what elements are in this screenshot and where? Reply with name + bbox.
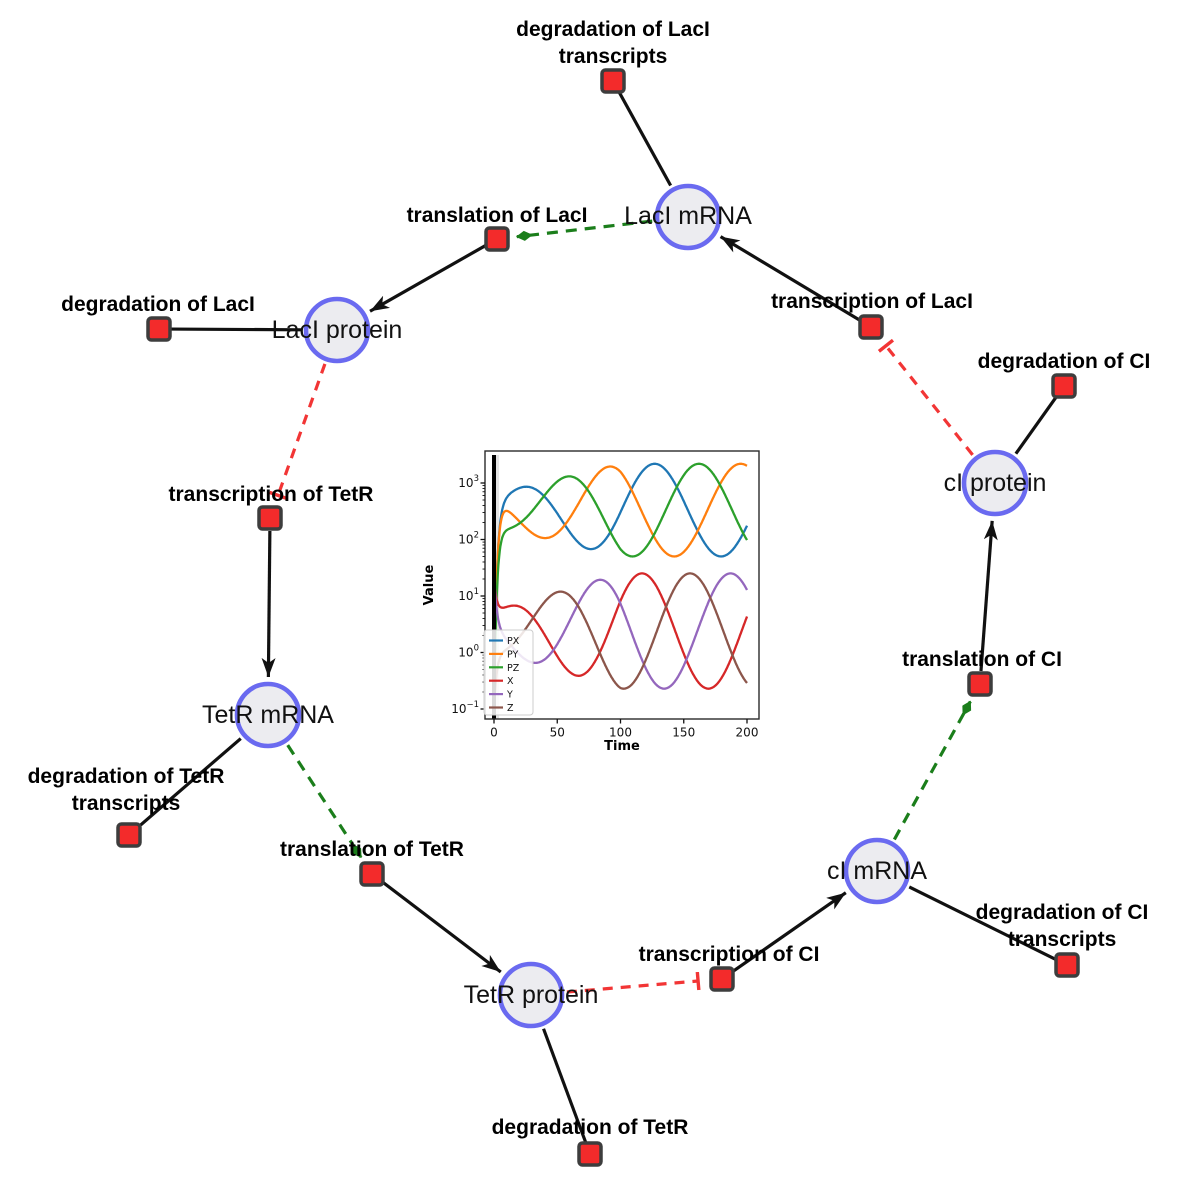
plot-y-tick-label: 10−1	[451, 700, 479, 716]
reaction-node-deg-ci-tx	[1054, 952, 1080, 978]
reaction-label-tx-ci: transcription of CI	[639, 943, 820, 966]
plot-series-X	[492, 572, 749, 690]
reaction-label-deg-tetr-tx: transcripts	[72, 792, 181, 815]
legend-label-PZ: PZ	[507, 663, 520, 674]
node-layer	[116, 68, 1080, 1167]
edge-tetr-mrna-transl-tetr	[286, 744, 363, 859]
species-label-tetr-protein: TetR protein	[464, 981, 599, 1009]
reaction-label-deg-tetr: degradation of TetR	[492, 1116, 689, 1139]
species-label-tetr-mrna: TetR mRNA	[202, 701, 334, 729]
reaction-node-tx-ci	[709, 966, 735, 992]
reaction-node-transl-laci	[484, 226, 510, 252]
species-node-tetr-protein	[497, 961, 565, 1029]
reaction-node-deg-tetr-tx	[116, 822, 142, 848]
edge-tetr-protein-tx-ci	[566, 971, 701, 994]
plot-x-tick-label: 50	[550, 726, 565, 740]
reaction-node-transl-tetr	[359, 861, 385, 887]
plot-ylabel: Value	[422, 564, 437, 605]
reaction-label-deg-laci-tx: transcripts	[559, 45, 668, 68]
edge-ci-mrna-transl-ci	[892, 700, 972, 841]
edge-transl-ci-ci-protein	[979, 520, 998, 672]
label-layer: LacI mRNA LacI protein TetR mRNA TetR prote…	[28, 18, 1151, 1139]
edge-ci-protein-tx-laci	[877, 338, 974, 456]
reaction-node-tx-laci	[858, 314, 884, 340]
species-node-laci-protein	[303, 296, 371, 364]
reaction-label-deg-tetr-tx: degradation of TetR	[28, 765, 225, 788]
reaction-label-tx-laci: transcription of LacI	[771, 290, 973, 313]
plot-frame	[484, 450, 760, 720]
plot-x-tick-label: 150	[672, 726, 695, 740]
reaction-label-transl-laci: translation of LacI	[407, 204, 588, 227]
reaction-node-transl-ci	[967, 671, 993, 697]
edge-tx-tetr-tetr-mrna	[261, 530, 276, 678]
species-node-laci-mrna	[654, 183, 722, 251]
reaction-label-transl-ci: translation of CI	[902, 648, 1062, 671]
edge-laci-protein-tx-tetr	[269, 363, 327, 501]
plot-x-tick-label: 200	[736, 726, 759, 740]
edge-tetr-protein-deg-tetr	[542, 1028, 588, 1144]
species-node-ci-protein	[961, 449, 1029, 517]
edge-transl-laci-laci-protein	[369, 244, 487, 313]
species-label-laci-mrna: LacI mRNA	[624, 202, 752, 230]
plot-xlabel: Time	[604, 739, 640, 754]
plot-series-PX	[492, 462, 749, 710]
edge-layer	[137, 90, 1059, 1144]
plot-y-tick-label: 103	[458, 474, 479, 490]
reaction-label-deg-laci-tx: degradation of LacI	[516, 18, 710, 41]
edge-tx-ci-ci-mrna	[731, 891, 847, 973]
edge-tx-laci-laci-mrna	[719, 235, 861, 322]
plot-x-tick-label: 100	[609, 726, 632, 740]
edge-laci-protein-deg-laci	[170, 327, 302, 332]
edge-laci-mrna-deg-laci-tx	[617, 90, 673, 187]
reaction-node-deg-ci	[1051, 373, 1077, 399]
edge-ci-mrna-deg-ci-tx	[908, 885, 1057, 962]
edge-transl-tetr-tetr-protein	[381, 880, 502, 974]
edge-laci-mrna-transl-laci	[515, 219, 653, 241]
reaction-node-tx-tetr	[257, 505, 283, 531]
legend-label-Y: Y	[506, 690, 513, 701]
legend-label-Z: Z	[507, 703, 514, 714]
reaction-node-deg-tetr	[577, 1141, 603, 1167]
plot-y-tick-label: 100	[458, 644, 479, 660]
plot-series-PZ	[492, 462, 749, 710]
reaction-label-tx-tetr: transcription of TetR	[169, 483, 374, 506]
edge-ci-protein-deg-ci	[1014, 394, 1059, 455]
species-label-ci-protein: cI protein	[944, 469, 1047, 497]
edge-tetr-mrna-deg-tetr-tx	[137, 737, 242, 829]
plot-x-tick-label: 0	[490, 726, 498, 740]
inset-time-series-plot: 0 50 100 150 200 10−1 100 101 102 103 Time Value PX P…	[422, 450, 760, 754]
plot-series-Y	[492, 572, 749, 690]
legend-label-PY: PY	[507, 649, 519, 660]
legend-label-PX: PX	[507, 636, 520, 647]
plot-y-tick-label: 102	[458, 531, 479, 547]
reaction-label-deg-ci: degradation of CI	[978, 350, 1151, 373]
reaction-label-transl-tetr: translation of TetR	[280, 838, 464, 861]
legend-label-X: X	[507, 676, 514, 687]
reaction-label-deg-ci-tx: degradation of CI	[976, 901, 1149, 924]
species-node-tetr-mrna	[234, 681, 302, 749]
species-label-ci-mrna: cI mRNA	[827, 857, 927, 885]
plot-series-Z	[492, 572, 748, 710]
reaction-node-deg-laci	[146, 316, 172, 342]
reaction-label-deg-laci: degradation of LacI	[61, 293, 255, 316]
plot-y-tick-label: 101	[458, 587, 479, 603]
reaction-node-deg-laci-tx	[600, 68, 626, 94]
plot-series-PY	[492, 462, 748, 710]
species-label-laci-protein: LacI protein	[272, 316, 403, 344]
species-node-ci-mrna	[843, 837, 911, 905]
reaction-label-deg-ci-tx: transcripts	[1008, 928, 1117, 951]
